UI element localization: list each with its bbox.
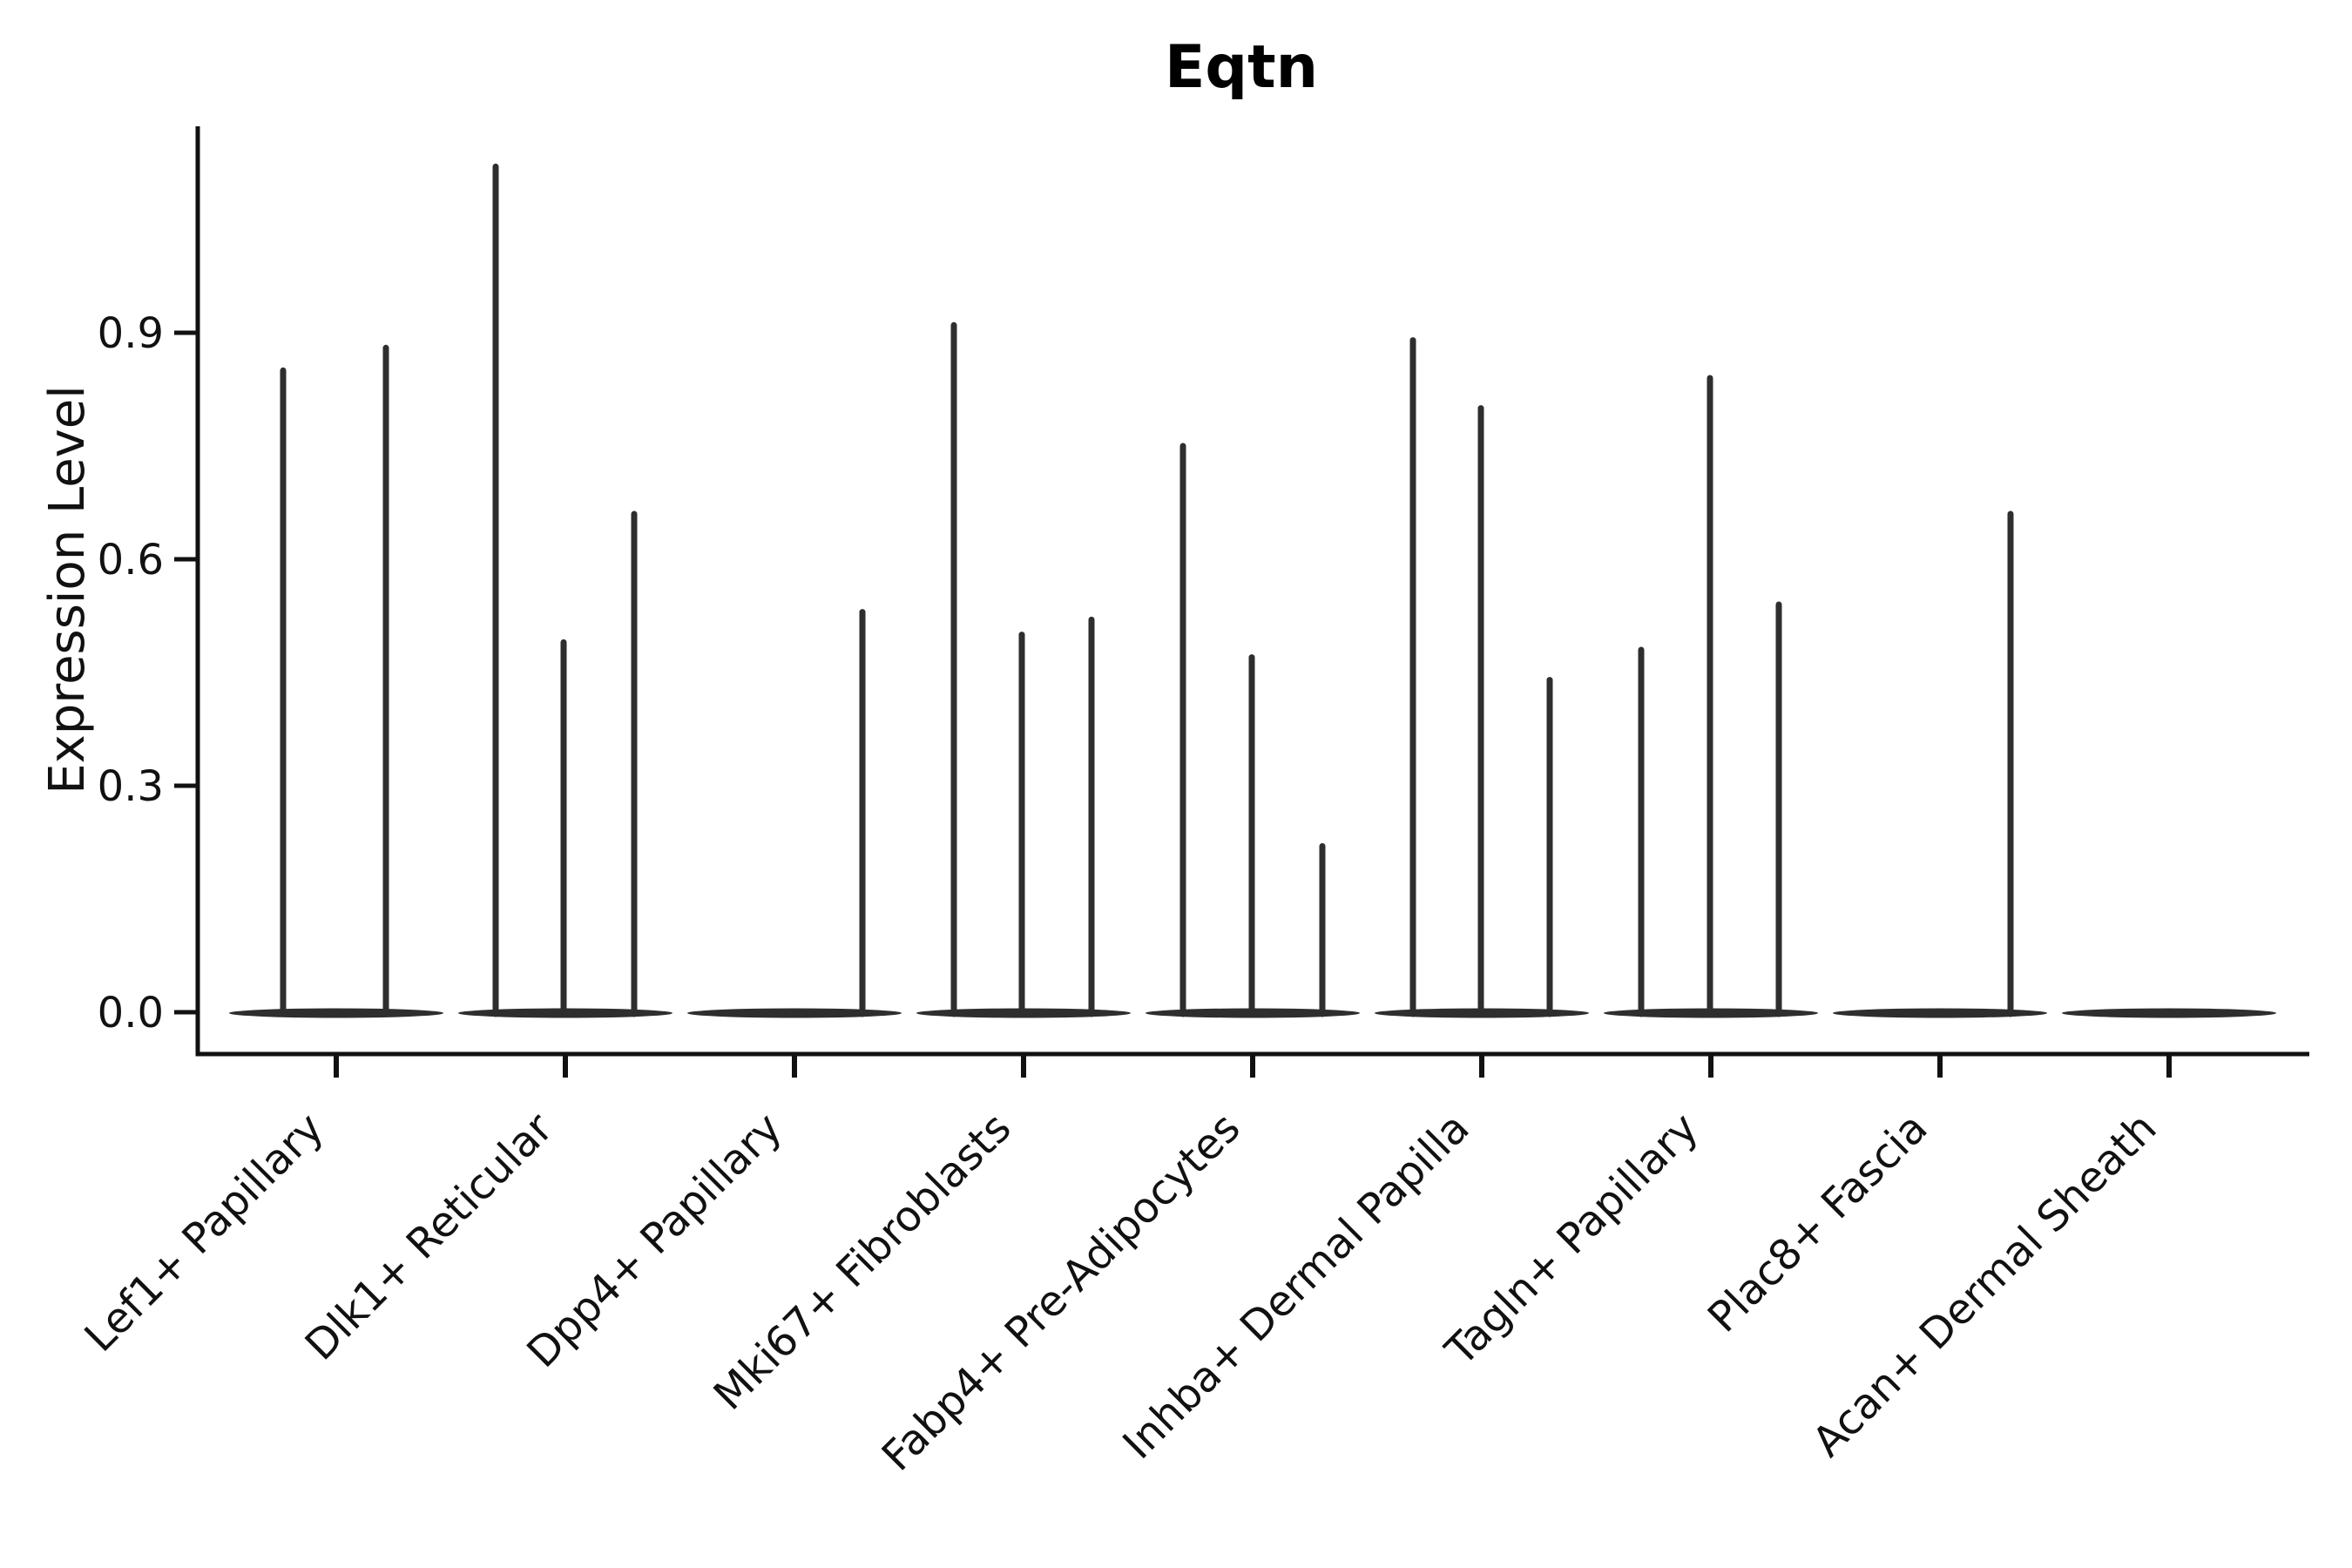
y-tick-label: 0.6 — [98, 536, 164, 585]
x-tick-label: Dlk1+ Reticular — [296, 1104, 563, 1370]
violin-group — [916, 321, 1131, 1018]
violin-group — [1833, 510, 2047, 1018]
violin-group — [1604, 375, 1818, 1018]
violin-group — [2062, 1008, 2276, 1018]
violin-group — [687, 609, 902, 1018]
violin-group — [1146, 443, 1360, 1018]
y-tick-label: 0.3 — [98, 762, 164, 811]
violin-group — [1375, 337, 1589, 1018]
x-tick-label: Lef1+ Papillary — [76, 1104, 334, 1362]
chart-title: Eqtn — [1165, 33, 1318, 102]
violin-base — [1833, 1008, 2047, 1018]
violin-base — [2062, 1008, 2276, 1018]
violin-group — [229, 344, 443, 1018]
y-tick-label: 0.9 — [98, 309, 164, 358]
violin-base — [229, 1008, 443, 1018]
violin-base — [687, 1008, 902, 1018]
x-tick-label: Tagln+ Papillary — [1436, 1104, 1707, 1375]
y-tick-label: 0.0 — [98, 989, 164, 1037]
x-tick-label: Dpp4+ Papillary — [517, 1104, 791, 1377]
x-tick-label: Plac8+ Fascia — [1699, 1104, 1937, 1342]
y-axis-label: Expression Level — [39, 385, 96, 794]
violins-layer — [229, 163, 2276, 1018]
violin-group — [458, 163, 672, 1018]
